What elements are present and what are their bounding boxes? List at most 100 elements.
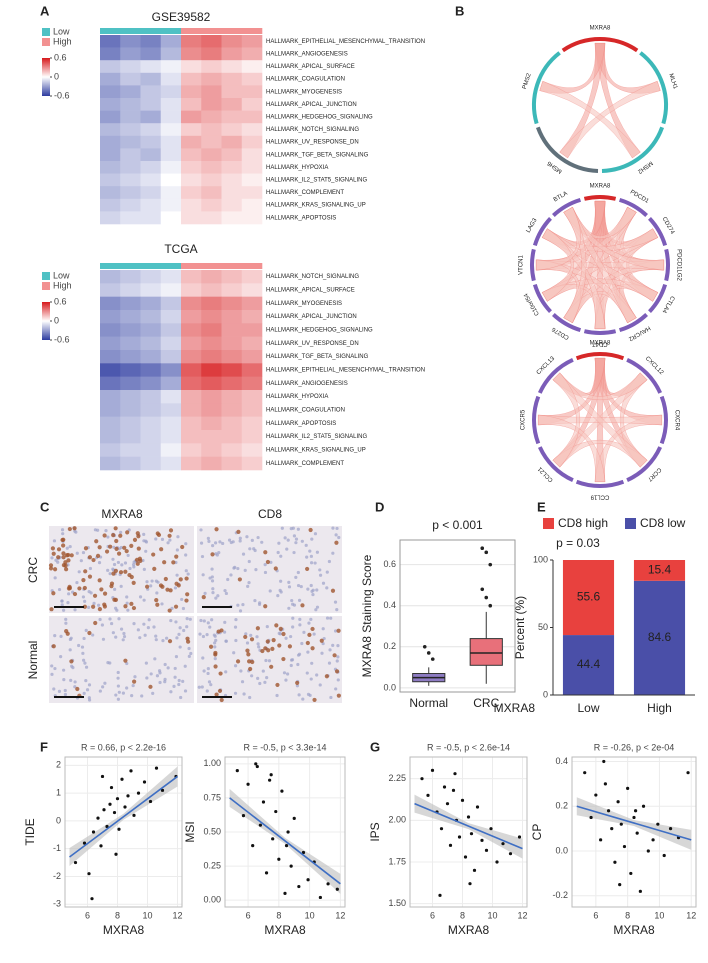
nucleus [289, 634, 293, 639]
heatmap-cell [100, 376, 121, 391]
stain [131, 580, 136, 585]
nucleus [301, 697, 305, 701]
x-tick-label: 12 [172, 910, 182, 920]
nucleus [298, 617, 302, 621]
stain [305, 640, 310, 646]
panel-label: C [40, 499, 50, 514]
heatmap-cell [100, 323, 121, 337]
chord-arc [552, 197, 582, 217]
point [469, 832, 474, 836]
nucleus [62, 678, 66, 682]
heatmap-cell [160, 456, 182, 471]
chord-arc [575, 352, 625, 361]
point [622, 844, 627, 849]
column-label: CD8 [258, 507, 282, 521]
heatmap-cell [120, 173, 141, 187]
heatmap-cell [181, 416, 202, 431]
heatmap-cell [181, 161, 202, 174]
heatmap-cell [140, 323, 162, 337]
y-tick-label: 0.4 [555, 756, 568, 766]
stain [131, 605, 137, 611]
nucleus [62, 608, 66, 612]
y-tick-label: -0.2 [552, 890, 568, 900]
nucleus [291, 526, 295, 530]
point [286, 830, 290, 834]
point [438, 893, 442, 897]
point [108, 802, 112, 806]
point [457, 835, 462, 839]
heatmap-cell [160, 430, 182, 444]
point [91, 830, 96, 834]
stain [87, 555, 93, 560]
y-tick-label: 100 [533, 554, 548, 564]
point [420, 777, 424, 781]
nucleus [160, 602, 164, 606]
heatmap-cell [241, 35, 263, 48]
point [616, 800, 620, 804]
nucleus [121, 638, 125, 642]
nucleus [239, 669, 243, 673]
point [646, 849, 650, 853]
nucleus [84, 628, 88, 632]
stain [167, 533, 172, 538]
nucleus [234, 617, 238, 622]
nucleus [253, 548, 257, 553]
stain [201, 595, 206, 600]
nucleus [179, 695, 183, 700]
stain [132, 679, 137, 684]
plot-frame [409, 756, 528, 908]
point [100, 774, 105, 779]
value-label: 15.4 [648, 563, 672, 577]
nucleus [233, 691, 238, 695]
y-tick-label: 0.75 [203, 792, 221, 802]
x-tick-label: 12 [335, 910, 345, 920]
point [508, 852, 513, 856]
stain [218, 671, 223, 676]
row-label: HALLMARK_TGF_BETA_SIGNALING [266, 152, 369, 158]
point [251, 844, 255, 848]
nucleus [313, 532, 318, 536]
stain [237, 577, 242, 582]
chord-arc [664, 248, 670, 282]
stain [180, 544, 185, 550]
heatmap-cell [181, 296, 202, 311]
chord-arc [532, 51, 561, 125]
node-label: MLH1 [667, 73, 678, 91]
stain [56, 555, 61, 560]
nucleus [297, 598, 302, 602]
point [480, 546, 485, 551]
nucleus [265, 676, 269, 680]
nucleus [231, 540, 235, 544]
stain [81, 578, 86, 583]
point [274, 809, 278, 814]
x-tick-label: Low [577, 701, 599, 715]
nucleus [327, 559, 331, 564]
heatmap-cell [201, 186, 222, 200]
y-tick-label: 0.0 [383, 682, 396, 692]
heatmap-cell [160, 98, 182, 111]
row-label: HALLMARK_EPITHELIAL_MESENCHYMAL_TRANSITI… [266, 39, 425, 45]
stain [269, 664, 274, 669]
stain [235, 659, 241, 664]
point [501, 842, 505, 846]
stain [185, 636, 190, 641]
nucleus [238, 609, 243, 613]
point [603, 782, 607, 786]
heatmap-cell [241, 72, 263, 86]
nucleus [276, 550, 280, 555]
heatmap-cell [181, 336, 202, 351]
x-axis-label: MXRA8 [264, 923, 306, 937]
heatmap-cell [201, 161, 222, 174]
nucleus [233, 625, 238, 629]
nucleus [119, 530, 123, 534]
nucleus [87, 698, 92, 702]
nucleus [69, 636, 73, 640]
nucleus [149, 672, 153, 676]
stain [214, 692, 219, 697]
nucleus [242, 692, 246, 696]
heatmap-cell [160, 123, 182, 137]
nucleus [111, 631, 115, 635]
stain [114, 538, 119, 544]
row-label: HALLMARK_HYPOXIA [266, 394, 328, 400]
nucleus [130, 694, 134, 698]
